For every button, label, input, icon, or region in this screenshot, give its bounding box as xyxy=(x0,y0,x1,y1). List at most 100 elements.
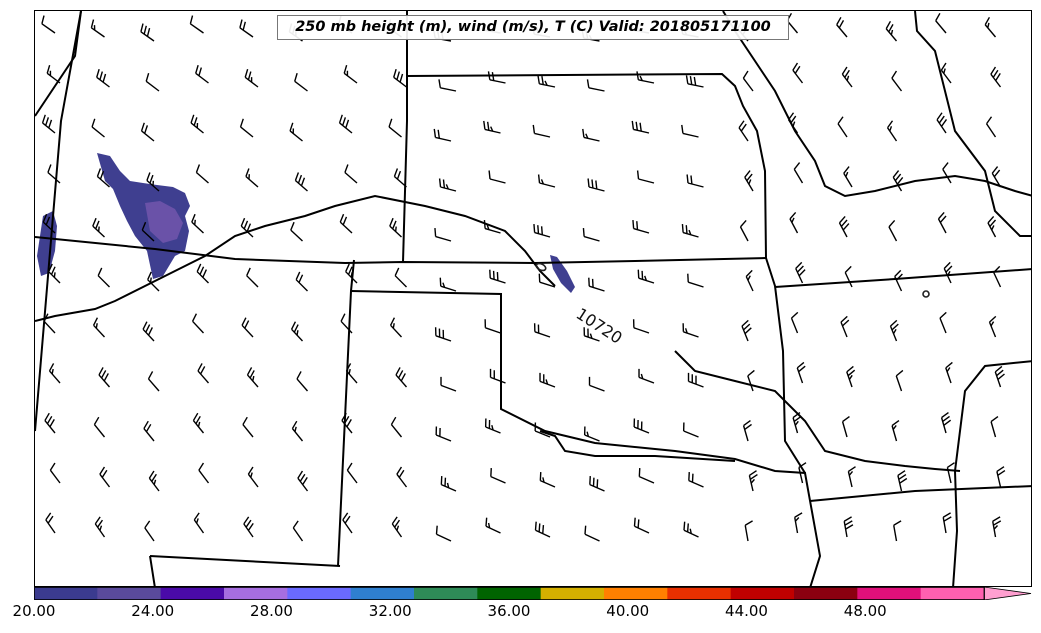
shading-area-edge xyxy=(37,211,57,276)
wind-speed-shading xyxy=(37,153,575,293)
wind-barb xyxy=(291,420,304,442)
wind-barb xyxy=(247,466,259,488)
wind-barb xyxy=(99,466,111,488)
wind-barb xyxy=(140,122,155,142)
wind-barb xyxy=(389,317,403,338)
wind-barb xyxy=(338,114,353,134)
wind-barb xyxy=(193,512,205,534)
wind-barb xyxy=(484,418,501,434)
wind-barb xyxy=(345,363,358,384)
wind-barb xyxy=(487,71,506,84)
colorbar-segment xyxy=(160,587,225,600)
wind-barb xyxy=(790,311,799,334)
wind-barb xyxy=(244,68,259,88)
wind-barb xyxy=(97,267,110,288)
wind-barb xyxy=(484,319,501,334)
wind-barb xyxy=(46,64,61,84)
wind-barb xyxy=(588,277,605,292)
wind-barb xyxy=(533,323,551,338)
wind-barb xyxy=(688,472,704,488)
colorbar-segment xyxy=(857,587,922,600)
wind-barb xyxy=(838,216,850,238)
wind-barb xyxy=(534,521,551,538)
wind-barb xyxy=(439,277,457,292)
wind-barb xyxy=(747,369,755,392)
wind-barb xyxy=(936,112,948,134)
wind-barb xyxy=(631,120,650,134)
wind-barb xyxy=(532,124,551,138)
wind-barb xyxy=(539,372,556,388)
wind-barb xyxy=(296,371,309,392)
shading-area-west xyxy=(97,153,190,279)
wind-barb xyxy=(395,367,408,388)
wind-barb xyxy=(246,367,259,388)
wind-barb xyxy=(742,70,754,92)
wind-barb xyxy=(245,168,259,188)
wind-barb xyxy=(96,168,110,188)
contour-ring-small xyxy=(535,262,547,272)
wind-barb xyxy=(485,517,501,534)
wind-barb xyxy=(148,470,160,492)
wind-barb xyxy=(92,317,106,338)
wind-barb xyxy=(240,217,254,238)
wind-barb xyxy=(341,412,353,434)
wind-barb xyxy=(195,64,209,84)
wind-barb xyxy=(142,321,155,342)
wind-barb xyxy=(346,462,358,484)
wind-barb xyxy=(290,221,303,242)
wind-barb xyxy=(633,517,650,534)
wind-barb xyxy=(935,12,947,34)
colorbar-segment xyxy=(287,587,352,600)
wind-barb xyxy=(892,170,904,192)
wind-barb xyxy=(141,221,155,242)
wind-barb xyxy=(996,466,1006,488)
wind-barb xyxy=(787,112,799,134)
colorbar-segment xyxy=(97,587,162,600)
wind-barbs xyxy=(41,12,1006,542)
wind-barb xyxy=(798,462,807,484)
wind-barb xyxy=(991,166,1002,188)
wind-barb xyxy=(893,520,902,542)
wind-barb xyxy=(841,66,853,88)
wind-barb xyxy=(636,71,655,84)
wind-barb xyxy=(342,512,353,534)
wind-barb xyxy=(190,114,204,134)
wind-barb xyxy=(343,64,358,84)
colorbar-tick-label: 48.00 xyxy=(843,602,887,620)
wind-barb xyxy=(994,365,1005,388)
wind-barb xyxy=(146,172,160,192)
colorbar-tick-label: 20.00 xyxy=(12,602,56,620)
wind-barb xyxy=(297,470,309,492)
wind-barb xyxy=(939,311,947,334)
wind-barb xyxy=(738,120,749,142)
wind-barb xyxy=(638,468,655,484)
wind-barb xyxy=(897,470,908,492)
wind-barb xyxy=(92,217,105,238)
wind-barb xyxy=(582,128,600,142)
wind-barb xyxy=(984,16,997,38)
wind-barb xyxy=(533,224,551,238)
wind-barb xyxy=(739,220,749,242)
wind-barb xyxy=(294,72,308,92)
wind-barb xyxy=(681,124,699,138)
wind-barb xyxy=(789,212,799,234)
wind-barb xyxy=(435,525,452,542)
wind-barb xyxy=(98,367,111,388)
colorbar-tick-label: 40.00 xyxy=(606,602,650,620)
wind-barb xyxy=(144,520,155,542)
wind-barb xyxy=(48,363,61,384)
wind-barb xyxy=(841,415,850,438)
wind-barb xyxy=(993,265,1002,288)
wind-barb xyxy=(147,371,160,392)
wind-barb xyxy=(340,313,353,334)
wind-barb xyxy=(636,170,655,184)
wind-barb xyxy=(992,516,1002,538)
wind-barb xyxy=(239,19,254,38)
wind-barb xyxy=(191,213,204,234)
wind-barb xyxy=(988,315,997,338)
colorbar-tick-label: 44.00 xyxy=(725,602,768,620)
colorbar-segment xyxy=(414,587,478,600)
wind-barb xyxy=(393,168,407,188)
wind-barb xyxy=(681,224,699,238)
wind-barb xyxy=(584,525,600,542)
